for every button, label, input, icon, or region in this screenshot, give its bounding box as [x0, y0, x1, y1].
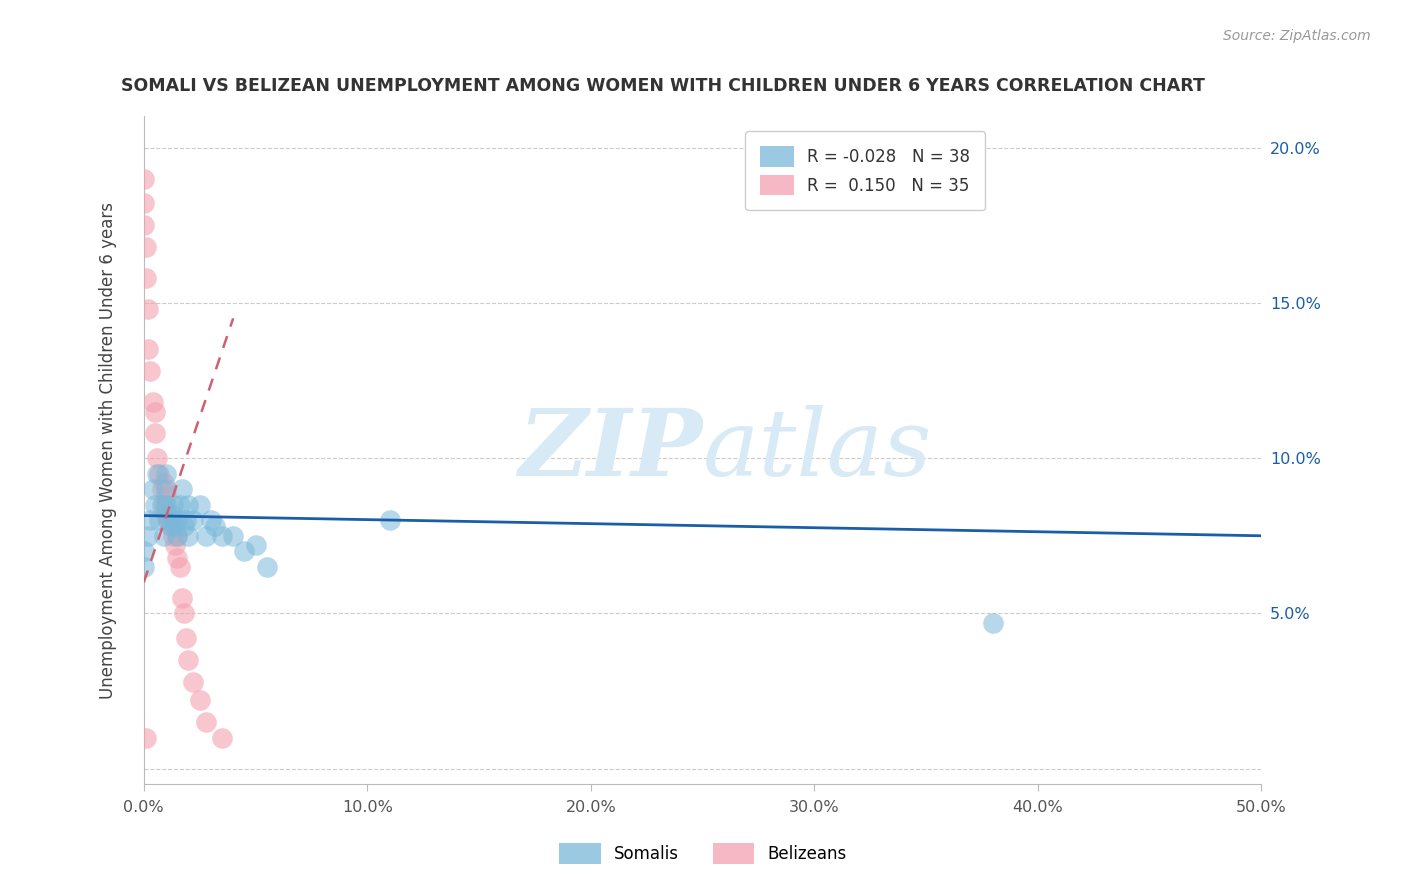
Point [177, 529, 200, 543]
Point [378, 513, 401, 527]
Point [195, 715, 218, 730]
Point [142, 395, 165, 409]
Text: ZIP: ZIP [519, 405, 703, 495]
Point [132, 544, 155, 558]
Point [148, 467, 170, 481]
Point [132, 171, 155, 186]
Point [177, 498, 200, 512]
Point [222, 529, 245, 543]
Point [155, 498, 177, 512]
Point [143, 426, 166, 441]
Y-axis label: Unemployment Among Women with Children Under 6 years: Unemployment Among Women with Children U… [100, 202, 117, 698]
Point [136, 529, 159, 543]
Point [233, 544, 256, 558]
Point [139, 513, 162, 527]
Text: SOMALI VS BELIZEAN UNEMPLOYMENT AMONG WOMEN WITH CHILDREN UNDER 6 YEARS CORRELAT: SOMALI VS BELIZEAN UNEMPLOYMENT AMONG WO… [121, 78, 1205, 95]
Point [132, 559, 155, 574]
Point [142, 482, 165, 496]
Point [174, 513, 197, 527]
Point [155, 482, 177, 496]
Point [173, 607, 195, 621]
Point [200, 513, 222, 527]
Point [148, 513, 170, 527]
Point [153, 475, 176, 490]
Point [170, 482, 193, 496]
Point [166, 529, 188, 543]
Point [139, 364, 162, 378]
Point [153, 498, 176, 512]
Point [163, 538, 186, 552]
Point [174, 632, 197, 646]
Point [256, 559, 278, 574]
Point [166, 550, 188, 565]
Point [136, 301, 159, 316]
Point [146, 467, 169, 481]
Point [132, 218, 155, 232]
Point [132, 196, 155, 211]
Point [169, 498, 191, 512]
Point [177, 653, 200, 667]
Point [981, 615, 1004, 630]
Point [155, 488, 177, 502]
Point [162, 498, 184, 512]
Point [155, 467, 177, 481]
Point [135, 240, 157, 254]
Point [162, 529, 184, 543]
Point [143, 498, 166, 512]
Point [155, 507, 177, 521]
Point [146, 451, 169, 466]
Point [153, 529, 176, 543]
Point [170, 591, 193, 605]
Point [211, 529, 233, 543]
Point [163, 519, 186, 533]
Point [143, 404, 166, 418]
Point [195, 529, 218, 543]
Point [159, 507, 181, 521]
Point [150, 498, 173, 512]
Point [135, 271, 157, 285]
Point [188, 693, 211, 707]
Point [181, 513, 204, 527]
Point [159, 519, 181, 533]
Point [157, 513, 180, 527]
Point [159, 519, 181, 533]
Point [166, 529, 188, 543]
Point [173, 519, 195, 533]
Point [135, 731, 157, 745]
Point [166, 513, 188, 527]
Point [245, 538, 267, 552]
Point [150, 482, 173, 496]
Point [211, 731, 233, 745]
Point [204, 519, 226, 533]
Point [162, 513, 184, 527]
Text: atlas: atlas [703, 405, 932, 495]
Text: Source: ZipAtlas.com: Source: ZipAtlas.com [1223, 29, 1371, 43]
Point [169, 559, 191, 574]
Point [157, 513, 180, 527]
Point [136, 343, 159, 357]
Legend: R = -0.028   N = 38, R =  0.150   N = 35: R = -0.028 N = 38, R = 0.150 N = 35 [745, 131, 984, 211]
Point [188, 498, 211, 512]
Legend: Somalis, Belizeans: Somalis, Belizeans [553, 837, 853, 871]
Point [181, 674, 204, 689]
